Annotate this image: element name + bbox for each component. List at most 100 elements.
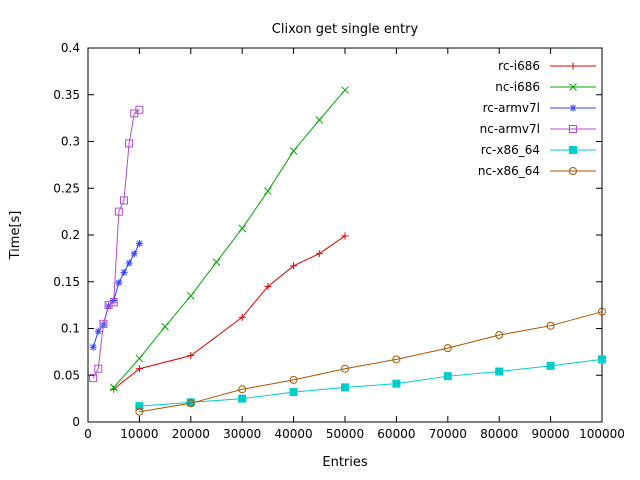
x-tick-label: 70000 [429,427,467,441]
y-tick-label: 0.4 [61,41,80,55]
x-tick-label: 80000 [480,427,518,441]
marker [495,331,504,340]
marker [570,104,576,111]
marker [119,196,128,205]
y-tick-label: 0.25 [53,181,80,195]
marker [238,224,247,233]
x-tick-label: 30000 [223,427,261,441]
marker [114,207,123,216]
marker [598,355,606,364]
y-tick-label: 0.35 [53,88,80,102]
marker [443,344,452,353]
series-line-rc-armv7l [92,243,140,348]
x-tick-label: 40000 [275,427,313,441]
legend-sample-nc-i686 [550,82,596,91]
marker [598,307,606,316]
marker [546,321,555,330]
x-tick-label: 100000 [579,427,625,441]
marker [95,328,102,335]
marker [443,372,452,381]
legend-item-nc-x86_64: nc-x86_64 [478,160,596,181]
marker [341,364,349,373]
y-axis-label: Time[s] [8,210,23,260]
marker [135,105,144,114]
marker [135,354,144,363]
marker [264,187,272,195]
legend-sample-nc-armv7l [550,124,596,133]
legend-label: nc-x86_64 [477,163,540,178]
x-tick-label: 50000 [326,427,364,441]
legend-item-nc-i686: nc-i686 [478,76,596,97]
marker [392,355,401,364]
marker [212,258,221,266]
legend-item-rc-armv7l: rc-armv7l [478,97,596,118]
series-line-rc-x86_64 [139,358,603,407]
legend-item-rc-x86_64: rc-x86_64 [478,139,596,160]
legend-sample-nc-x86_64 [550,166,596,175]
x-tick-label: 20000 [172,427,210,441]
legend-label: rc-armv7l [482,100,540,115]
x-tick-label: 90000 [532,427,570,441]
y-tick-label: 0.1 [61,322,80,336]
marker [136,240,143,247]
marker [131,250,138,257]
marker [126,260,133,267]
marker [121,269,127,276]
marker [125,139,134,148]
marker [238,394,247,403]
marker [289,375,298,384]
x-tick-label: 10000 [120,427,158,441]
legend-sample-rc-x86_64 [550,145,596,154]
marker [546,361,555,370]
marker [161,322,169,331]
legend-label: nc-i686 [495,79,540,94]
legend-item-rc-i686: rc-i686 [478,55,596,76]
marker [186,399,195,408]
legend-sample-rc-i686 [550,62,596,69]
legend-item-nc-armv7l: nc-armv7l [478,118,596,139]
y-tick-label: 0.2 [61,228,80,242]
y-tick-label: 0.3 [61,135,80,149]
marker [90,344,97,351]
marker [104,301,113,310]
marker [115,279,122,286]
marker [495,367,504,376]
legend-label: nc-armv7l [479,121,540,136]
marker [99,319,108,328]
legend-label: rc-i686 [498,58,540,73]
series-line-nc-armv7l [92,109,140,379]
marker [569,82,577,91]
marker [186,291,195,300]
marker [569,166,577,175]
y-tick-label: 0 [72,415,80,429]
marker [392,379,401,388]
series-line-rc-i686 [113,235,346,390]
x-tick-label: 60000 [377,427,415,441]
y-tick-label: 0.15 [53,275,80,289]
marker [569,145,577,154]
series-line-nc-i686 [113,89,346,388]
legend-sample-rc-armv7l [550,104,596,111]
legend: rc-i686 nc-i686 rc-armv7l nc-armv7l rc-x86_6… [478,55,596,181]
x-tick-label: 0 [84,427,92,441]
marker [289,388,298,397]
marker [109,298,118,307]
marker [315,116,324,124]
marker [135,402,144,411]
y-tick-label: 0.05 [53,368,80,382]
series-line-nc-x86_64 [139,311,603,413]
marker [89,374,98,383]
chart-title: Clixon get single entry [271,22,419,37]
marker [109,383,118,392]
marker [135,407,144,416]
x-axis-label: Entries [322,455,368,470]
marker [238,385,247,394]
marker [341,383,349,392]
marker [569,124,577,133]
marker [94,364,103,373]
legend-label: rc-x86_64 [480,142,540,157]
marker [289,146,298,155]
marker [341,86,349,94]
